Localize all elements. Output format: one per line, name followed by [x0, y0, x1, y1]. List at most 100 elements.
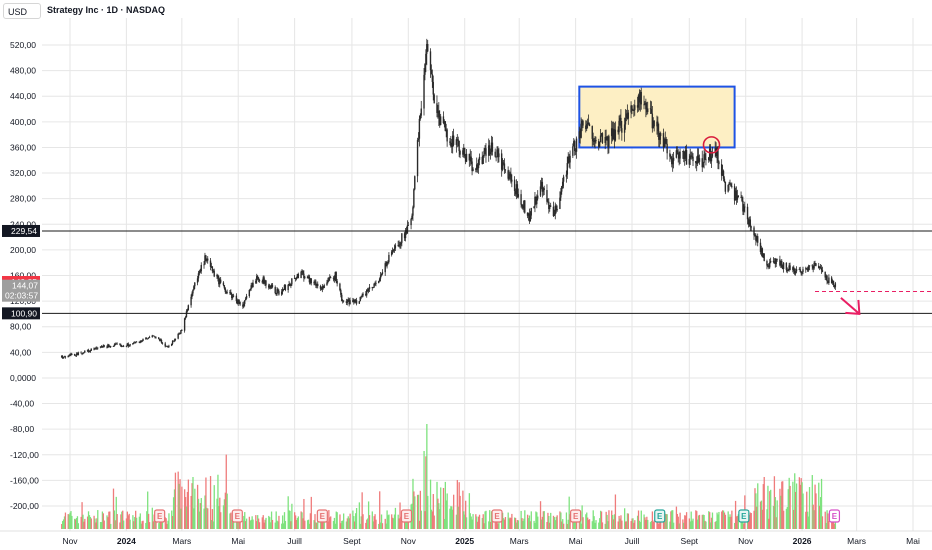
earnings-marker-past[interactable]: E [231, 509, 243, 523]
candle [482, 154, 484, 164]
earnings-marker-past[interactable]: E [400, 509, 413, 523]
earnings-marker-past[interactable]: E [491, 509, 503, 523]
x-tick-label: Juill [625, 536, 640, 546]
candle [119, 343, 121, 346]
volume-bar [587, 519, 590, 529]
candle-body [425, 53, 427, 65]
candle [399, 241, 401, 249]
candle-body [362, 293, 364, 296]
volume-bar [187, 479, 190, 529]
volume-bar [86, 516, 89, 529]
y-tick-label: 520,00 [10, 40, 36, 50]
volume-bar [669, 521, 671, 529]
candle [307, 274, 310, 279]
volume-bar [801, 482, 803, 529]
candle-body [146, 338, 149, 340]
candle [504, 169, 507, 174]
volume-bar [310, 496, 312, 529]
volume-bar [141, 521, 143, 529]
candle-body [219, 279, 221, 285]
candle-body [782, 262, 785, 269]
volume-bar [413, 491, 415, 529]
candle-body [573, 141, 575, 147]
candle [135, 341, 138, 343]
volume-bar [332, 521, 335, 529]
volume-bar [709, 522, 712, 529]
volume-bar [727, 511, 729, 529]
earnings-badge [570, 509, 582, 523]
candle [792, 266, 794, 273]
candle-body [101, 346, 104, 347]
earnings-marker-upcoming[interactable]: E [828, 509, 841, 523]
candle [469, 149, 471, 166]
volume-bar [84, 518, 86, 529]
x-tick-label: Juill [287, 536, 302, 546]
candle-body [834, 283, 837, 288]
earnings-marker-past[interactable]: E [316, 509, 328, 523]
earnings-badge [231, 509, 243, 523]
candle [613, 122, 616, 149]
volume-bar [724, 514, 727, 529]
candle [278, 289, 280, 296]
volume-bar [304, 520, 306, 529]
volume-bar [757, 483, 759, 529]
candle-body [86, 349, 89, 351]
candle [384, 261, 386, 276]
candle-body [302, 271, 304, 274]
earnings-marker-positive[interactable]: E [738, 509, 750, 523]
candle-body [813, 263, 815, 269]
drawn-arrow[interactable] [840, 297, 861, 315]
candle [444, 121, 446, 132]
candle-body [433, 94, 435, 104]
currency-selector[interactable]: USD [3, 3, 41, 19]
candle-body [113, 344, 116, 347]
candle [427, 40, 429, 52]
candle [316, 283, 318, 289]
volume-bar [75, 518, 78, 529]
volume-bar [652, 521, 654, 529]
candle-body [787, 269, 789, 271]
candle [669, 149, 671, 162]
candle-body [287, 284, 289, 291]
earnings-marker-past[interactable]: E [570, 509, 582, 523]
candle [308, 274, 311, 285]
candle-body [212, 270, 214, 272]
volume-bar [714, 521, 716, 529]
candle [818, 262, 820, 269]
candle [658, 123, 660, 148]
candle [465, 149, 468, 163]
symbol-title[interactable]: Strategy Inc · 1D · NASDAQ [47, 5, 166, 15]
candle-body [672, 157, 675, 161]
volume-bar [670, 511, 672, 529]
volume-bar [220, 512, 222, 529]
candle [219, 277, 221, 288]
candle [567, 152, 569, 164]
candle [623, 117, 626, 142]
candle-body [632, 110, 634, 111]
candle [610, 120, 613, 144]
candle-body [387, 261, 389, 263]
earnings-marker-positive[interactable]: E [654, 509, 666, 523]
candle [543, 185, 545, 196]
candle [423, 68, 425, 116]
candle [223, 284, 226, 290]
volume-bar [62, 519, 65, 529]
volume-bar [271, 519, 274, 529]
volume-bar [756, 506, 758, 529]
volume-bar [746, 518, 749, 529]
drawn-circle[interactable] [702, 136, 721, 154]
candle [77, 351, 80, 356]
y-tick-label: 0,0000 [10, 373, 36, 383]
candle [737, 195, 739, 198]
volume-bar [316, 522, 318, 529]
candle [387, 260, 389, 265]
candle-body [483, 150, 485, 157]
volume-bar [459, 495, 461, 529]
y-tick-label: 320,00 [10, 168, 36, 178]
candle-body [666, 143, 668, 154]
candle [392, 248, 395, 253]
volume-bar [798, 477, 801, 529]
earnings-marker-past[interactable]: E [154, 509, 166, 523]
candle-body [80, 352, 82, 354]
